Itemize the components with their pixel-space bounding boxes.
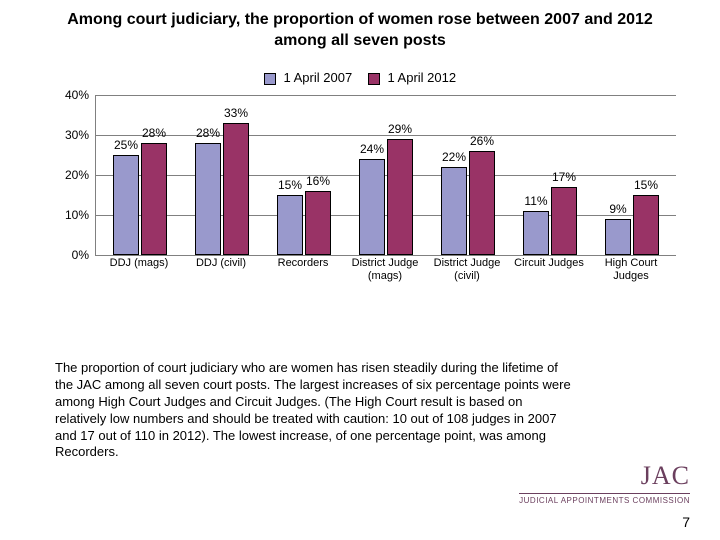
bar (605, 219, 631, 255)
legend-label-2007: 1 April 2007 (284, 70, 353, 85)
legend-item-2012: 1 April 2012 (368, 70, 456, 85)
gridline (96, 95, 676, 96)
x-axis-label: Recorders (262, 257, 344, 270)
legend-item-2007: 1 April 2007 (264, 70, 352, 85)
bar-value-label: 25% (114, 138, 138, 152)
legend-swatch-2012 (368, 73, 380, 85)
x-axis-label: Circuit Judges (508, 257, 590, 270)
bar-value-label: 16% (306, 174, 330, 188)
gridline (96, 175, 676, 176)
x-axis-label: High CourtJudges (590, 257, 672, 282)
logo-main-text: JAC (519, 461, 690, 491)
legend-swatch-2007 (264, 73, 276, 85)
bar (113, 155, 139, 255)
y-axis-label: 20% (55, 168, 89, 182)
y-axis-label: 0% (55, 248, 89, 262)
x-axis-label: DDJ (civil) (180, 257, 262, 270)
bar (387, 139, 413, 255)
bar-value-label: 22% (442, 150, 466, 164)
bar-value-label: 15% (278, 178, 302, 192)
gridline (96, 215, 676, 216)
body-paragraph: The proportion of court judiciary who ar… (55, 360, 575, 461)
bar (359, 159, 385, 255)
bar-chart: 25% 28% 28% 33% 15% 16% 24% 29% 22% 26% 11% 17% 9% 15… (55, 95, 675, 295)
bar (441, 167, 467, 255)
bar (551, 187, 577, 255)
x-axis-label: District Judge(mags) (344, 257, 426, 282)
x-axis-label: District Judge(civil) (426, 257, 508, 282)
bar-value-label: 11% (524, 194, 547, 208)
bar (305, 191, 331, 255)
bar-value-label: 15% (634, 178, 658, 192)
bar-value-label: 9% (609, 202, 626, 216)
plot-area: 25% 28% 28% 33% 15% 16% 24% 29% 22% 26% 11% 17% 9% 15… (95, 95, 676, 256)
x-axis-label: DDJ (mags) (98, 257, 180, 270)
bar (277, 195, 303, 255)
bar-value-label: 28% (142, 126, 166, 140)
bar (523, 211, 549, 255)
bar (223, 123, 249, 255)
y-axis-label: 10% (55, 208, 89, 222)
y-axis-label: 30% (55, 128, 89, 142)
bar-value-label: 17% (552, 170, 576, 184)
gridline (96, 135, 676, 136)
y-axis-label: 40% (55, 88, 89, 102)
bar (633, 195, 659, 255)
chart-legend: 1 April 2007 1 April 2012 (0, 70, 720, 85)
legend-label-2012: 1 April 2012 (387, 70, 456, 85)
bar-value-label: 26% (470, 134, 494, 148)
slide-title: Among court judiciary, the proportion of… (40, 10, 680, 52)
bar-value-label: 29% (388, 122, 412, 136)
jac-logo: JAC JUDICIAL APPOINTMENTS COMMISSION (519, 461, 690, 505)
bar (195, 143, 221, 255)
bar-value-label: 33% (224, 106, 248, 120)
bar (469, 151, 495, 255)
bar (141, 143, 167, 255)
logo-sub-text: JUDICIAL APPOINTMENTS COMMISSION (519, 493, 690, 505)
page-number: 7 (682, 514, 690, 530)
bar-value-label: 24% (360, 142, 384, 156)
bar-value-label: 28% (196, 126, 220, 140)
